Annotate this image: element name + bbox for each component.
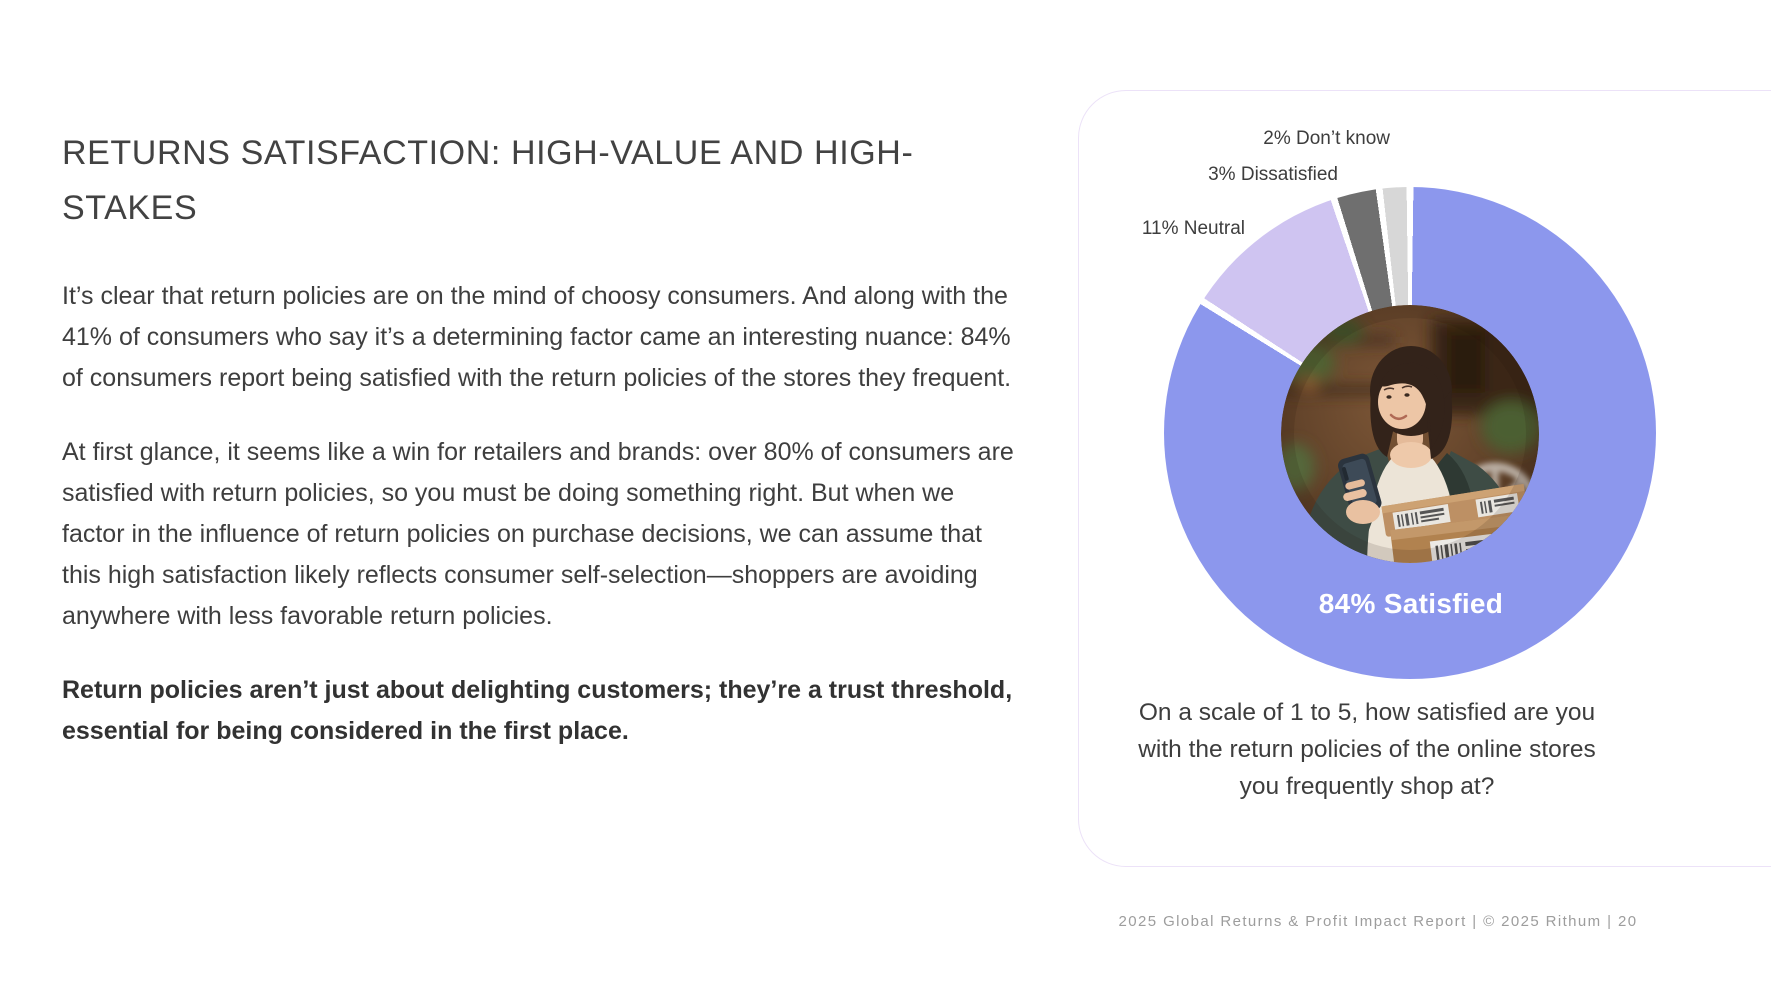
pie-label-dont-know: 2% Don’t know (1263, 128, 1390, 149)
page-title: RETURNS SATISFACTION: HIGH-VALUE AND HIG… (62, 134, 914, 227)
pie-label-dissatisfied: 3% Dissatisfied (1208, 164, 1338, 185)
customer-photo (1281, 305, 1539, 563)
article: RETURNS SATISFACTION: HIGH-VALUE AND HIG… (62, 126, 1017, 785)
pie-center-label: 84% Satisfied (1318, 588, 1504, 619)
paragraph-emphasis: Return policies aren’t just about deligh… (62, 676, 1013, 745)
page-footer: 2025 Global Returns & Profit Impact Repo… (1118, 913, 1638, 930)
pie-label-neutral: 11% Neutral (1141, 218, 1245, 239)
survey-question: On a scale of 1 to 5, how satisfied are … (1138, 699, 1596, 800)
paragraph-1: It’s clear that return policies are on t… (62, 282, 1012, 392)
paragraph-2: At first glance, it seems like a win for… (62, 438, 1014, 630)
